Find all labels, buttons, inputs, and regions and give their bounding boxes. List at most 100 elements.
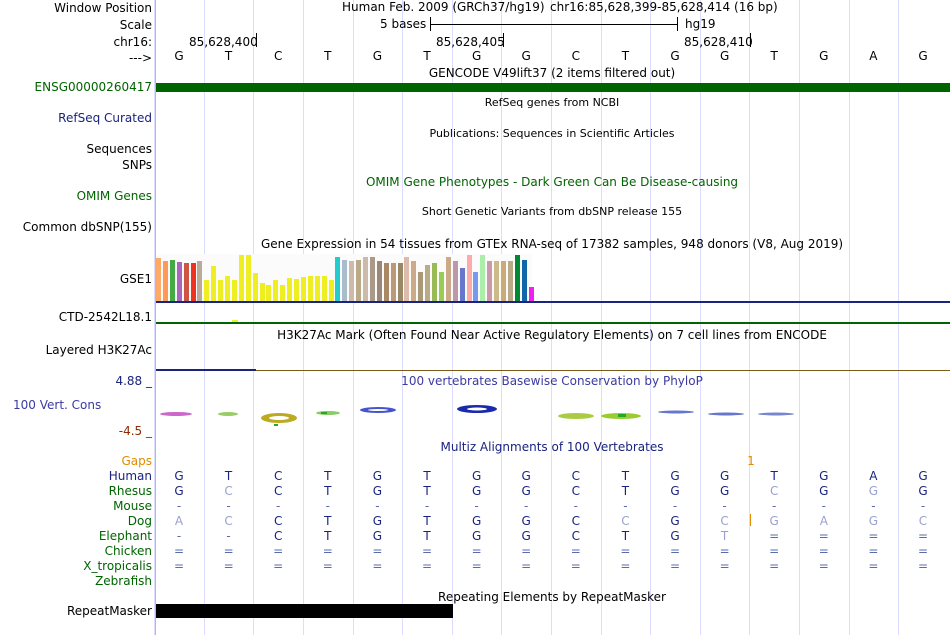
gtex-tissue-bar[interactable]	[398, 263, 403, 301]
ctd-gene-line[interactable]	[156, 322, 950, 324]
gtex-tissue-bar[interactable]	[315, 276, 320, 301]
gtex-tissue-bar[interactable]	[287, 278, 292, 301]
refseq-track-label[interactable]: RefSeq Curated	[58, 111, 152, 125]
gtex-tissue-bar[interactable]	[280, 285, 285, 301]
dbsnp-track-title[interactable]: Short Genetic Variants from dbSNP releas…	[421, 205, 683, 218]
gtex-tissue-bar[interactable]	[432, 263, 437, 301]
gtex-tissue-bar[interactable]	[170, 260, 175, 301]
gtex-tissue-bar[interactable]	[239, 255, 244, 301]
gtex-tissue-bar[interactable]	[501, 261, 506, 301]
gtex-tissue-bar[interactable]	[232, 280, 237, 301]
gtex-tissue-bar[interactable]	[460, 268, 465, 301]
repeatmasker-track-label[interactable]: RepeatMasker	[66, 604, 152, 618]
gtex-tissue-bar[interactable]	[487, 261, 492, 301]
gtex-tissue-bar[interactable]	[266, 285, 271, 301]
sequences-track-label[interactable]: Sequences	[86, 142, 152, 156]
alignment-base: C	[273, 529, 283, 543]
gtex-tissue-bar[interactable]	[260, 283, 265, 301]
cons-track-title[interactable]: 100 vertebrates Basewise Conservation by…	[401, 374, 703, 388]
dbsnp-track-label[interactable]: Common dbSNP(155)	[22, 220, 152, 234]
cons-wiggle-plot[interactable]	[156, 400, 950, 428]
gtex-tissue-bar[interactable]	[515, 255, 520, 301]
h3k27ac-track-title[interactable]: H3K27Ac Mark (Often Found Near Active Re…	[277, 328, 827, 342]
h3k27ac-track-label[interactable]: Layered H3K27Ac	[45, 343, 152, 357]
gtex-tissue-bar[interactable]	[197, 261, 202, 301]
gtex-tissue-bar[interactable]	[204, 280, 209, 301]
refseq-track-title[interactable]: RefSeq genes from NCBI	[484, 96, 620, 109]
gtex-tissue-bar[interactable]	[404, 257, 409, 301]
gtex-tissue-bar[interactable]	[480, 255, 485, 301]
omim-track-title[interactable]: OMIM Gene Phenotypes - Dark Green Can Be…	[365, 175, 739, 189]
gse1-gene-line[interactable]	[156, 301, 950, 303]
gtex-tissue-bar[interactable]	[391, 263, 396, 301]
gencode-gene-feature[interactable]	[156, 83, 950, 92]
gtex-tissue-bar[interactable]	[467, 255, 472, 301]
gtex-tissue-bar[interactable]	[425, 265, 430, 301]
cons-track-label[interactable]: 100 Vert. Cons	[13, 398, 102, 412]
species-label-rhesus[interactable]: Rhesus	[108, 484, 152, 498]
gtex-tissue-bar[interactable]	[453, 261, 458, 301]
gtex-tissue-bar[interactable]	[439, 272, 444, 301]
alignment-base: G	[174, 484, 184, 498]
ref-base: G	[372, 49, 383, 63]
species-label-mouse[interactable]: Mouse	[113, 499, 152, 513]
gtex-tissue-bar[interactable]	[473, 272, 478, 301]
gtex-tissue-bar[interactable]	[356, 260, 361, 301]
gtex-tissue-bar[interactable]	[377, 261, 382, 301]
gtex-track-title[interactable]: Gene Expression in 54 tissues from GTEx …	[260, 237, 844, 251]
alignment-base: G	[174, 469, 184, 483]
gencode-track-title[interactable]: GENCODE V49lift37 (2 items filtered out)	[428, 66, 676, 80]
alignment-base: A	[869, 469, 878, 483]
gencode-item-label[interactable]: ENSG00000260417	[34, 80, 152, 94]
gtex-tissue-bar[interactable]	[163, 261, 168, 301]
gtex-tissue-bar[interactable]	[363, 257, 368, 301]
gtex-tissue-bar[interactable]	[225, 276, 230, 301]
gtex-tissue-bar[interactable]	[494, 261, 499, 301]
gtex-tissue-bar[interactable]	[384, 263, 389, 301]
gtex-tissue-bar[interactable]	[301, 277, 306, 301]
gtex-gene-label[interactable]: GSE1	[119, 272, 152, 286]
gtex-tissue-bar[interactable]	[177, 262, 182, 301]
gaps-label[interactable]: Gaps	[121, 454, 152, 468]
gtex-tissue-bar[interactable]	[529, 287, 534, 301]
gtex-tissue-bar[interactable]	[156, 258, 161, 301]
repeatmasker-track-title[interactable]: Repeating Elements by RepeatMasker	[438, 590, 666, 604]
species-label-elephant[interactable]: Elephant	[98, 529, 152, 543]
repeatmasker-feature[interactable]	[156, 604, 453, 618]
gtex-tissue-bar[interactable]	[342, 260, 347, 301]
species-label-zebrafish[interactable]: Zebrafish	[95, 574, 152, 588]
gtex-tissue-bar[interactable]	[349, 261, 354, 301]
gtex-tissue-bar[interactable]	[273, 280, 278, 301]
gtex-tissue-bar[interactable]	[418, 272, 423, 301]
species-label-x_tropicalis[interactable]: X_tropicalis	[83, 559, 152, 573]
gtex-tissue-bar[interactable]	[329, 280, 334, 301]
gtex-tissue-bar[interactable]	[184, 263, 189, 301]
omim-track-label[interactable]: OMIM Genes	[76, 189, 152, 203]
gtex-tissue-bar[interactable]	[522, 260, 527, 301]
alignment-base: -	[722, 499, 727, 513]
gtex-tissue-bar[interactable]	[508, 261, 513, 301]
gtex-tissue-bar[interactable]	[322, 276, 327, 301]
gtex-tissue-bar[interactable]	[211, 266, 216, 301]
gtex-tissue-bar[interactable]	[218, 280, 223, 301]
gtex-tissue-bar[interactable]	[246, 255, 251, 301]
gtex-tissue-bar[interactable]	[294, 279, 299, 301]
species-label-chicken[interactable]: Chicken	[104, 544, 152, 558]
species-label-dog[interactable]: Dog	[127, 514, 152, 528]
gtex-tissue-bar[interactable]	[411, 261, 416, 301]
gtex-tissue-bar[interactable]	[308, 276, 313, 301]
gtex-gene2-label[interactable]: CTD-2542L18.1	[58, 310, 152, 324]
gtex-tissue-bar[interactable]	[446, 257, 451, 301]
multiz-track-title[interactable]: Multiz Alignments of 100 Vertebrates	[440, 440, 664, 454]
alignment-base: G	[670, 514, 680, 528]
alignment-base: =	[173, 559, 185, 573]
species-label-human[interactable]: Human	[108, 469, 152, 483]
publications-track-title[interactable]: Publications: Sequences in Scientific Ar…	[429, 127, 675, 140]
gtex-tissue-bar[interactable]	[370, 257, 375, 301]
gtex-tissue-bar[interactable]	[253, 273, 258, 301]
snps-track-label[interactable]: SNPs	[122, 158, 152, 172]
gtex-tissue-bar[interactable]	[191, 263, 196, 301]
gtex-tissue-bar[interactable]	[335, 257, 340, 301]
alignment-base: G	[719, 484, 730, 498]
